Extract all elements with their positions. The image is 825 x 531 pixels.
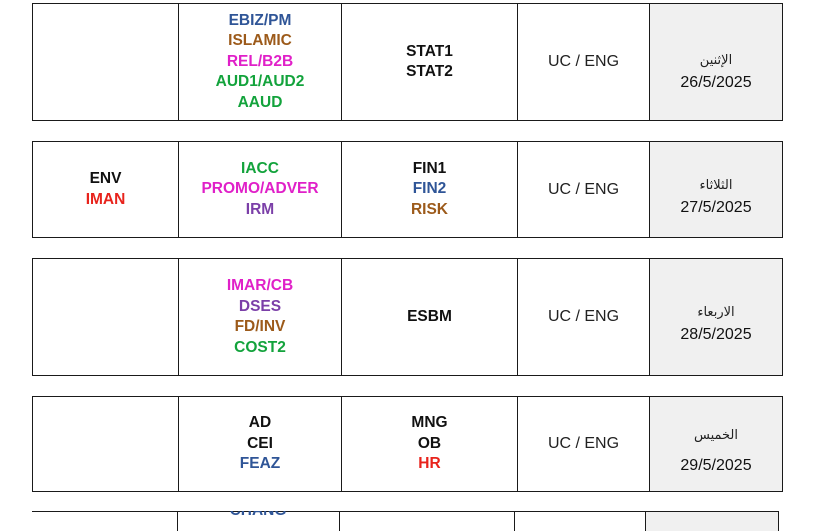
course-code: PROMO/ADVER xyxy=(201,180,319,198)
elective-courses-cell: AD CEI FEAZ xyxy=(178,396,342,492)
day-cell: الثلاثاء 27/5/2025 xyxy=(649,141,783,238)
language-cell: UC / ENG xyxy=(517,3,650,121)
course-code: COST2 xyxy=(234,338,286,356)
schedule-table-2: ENV IMAN IACC PROMO/ADVER IRM FIN1 FIN2 RISK … xyxy=(32,141,783,238)
column-divider xyxy=(645,511,646,531)
course-code: ENV xyxy=(89,170,122,187)
elective-courses-cell: IACC PROMO/ADVER IRM xyxy=(178,141,342,238)
course-code: IRM xyxy=(245,200,275,218)
course-code: FIN1 xyxy=(412,159,447,177)
language-label: UC / ENG xyxy=(547,53,620,70)
date-label: 28/5/2025 xyxy=(680,326,752,343)
course-code: IMAN xyxy=(85,190,126,208)
course-code: IMAR/CB xyxy=(226,277,294,294)
language-label: UC / ENG xyxy=(547,180,620,198)
core-courses-cell: FIN1 FIN2 RISK xyxy=(341,141,518,238)
extra-courses-cell xyxy=(32,258,179,376)
course-code: HR xyxy=(418,455,441,473)
language-label: UC / ENG xyxy=(547,308,620,325)
day-cell: الخميس 29/5/2025 xyxy=(649,396,783,492)
schedule-row-1: EBIZ/PM ISLAMIC REL/B2B AUD1/AUD2 AAUD STAT1… xyxy=(32,3,783,121)
extra-courses-cell xyxy=(32,396,179,492)
core-courses-cell: MNG OB HR xyxy=(341,396,518,492)
date-label: 29/5/2025 xyxy=(680,457,752,474)
schedule-table-4: AD CEI FEAZ MNG OB HR UC / ENG الخميس 29/5/2… xyxy=(32,396,783,492)
course-code: REL/B2B xyxy=(226,52,294,70)
elective-courses-cell: EBIZ/PM ISLAMIC REL/B2B AUD1/AUD2 AAUD xyxy=(178,3,342,121)
schedule-table-3: IMAR/CB DSES FD/INV COST2 ESBM UC / ENG الا… xyxy=(32,258,783,376)
row-top-border xyxy=(32,511,779,512)
language-cell: UC / ENG xyxy=(517,396,650,492)
day-cell: الإثنين 26/5/2025 xyxy=(649,3,783,121)
course-code: FEAZ xyxy=(239,455,281,473)
language-label: UC / ENG xyxy=(547,435,620,452)
schedule-table-1: EBIZ/PM ISLAMIC REL/B2B AUD1/AUD2 AAUD STAT1… xyxy=(32,3,783,121)
schedule-row-5-partial: CHANG xyxy=(32,511,779,531)
elective-course-partial: CHANG xyxy=(177,511,339,520)
column-divider xyxy=(778,511,779,531)
date-label: 26/5/2025 xyxy=(680,74,752,91)
date-label: 27/5/2025 xyxy=(680,198,752,216)
schedule-row-4: AD CEI FEAZ MNG OB HR UC / ENG الخميس 29/5/2… xyxy=(32,396,783,492)
course-code: FD/INV xyxy=(234,318,286,335)
course-code: STAT1 xyxy=(406,42,453,60)
course-code: DSES xyxy=(238,297,282,315)
course-code: CEI xyxy=(247,434,273,452)
course-code: EBIZ/PM xyxy=(228,11,292,29)
core-courses-cell: STAT1 STAT2 xyxy=(341,3,518,121)
core-courses-cell: ESBM xyxy=(341,258,518,376)
column-divider xyxy=(514,511,515,531)
course-code: AD xyxy=(248,414,272,432)
course-code: AAUD xyxy=(237,93,283,111)
course-code: RISK xyxy=(410,200,449,218)
day-cell-fill xyxy=(646,512,778,531)
schedule-row-2: ENV IMAN IACC PROMO/ADVER IRM FIN1 FIN2 RISK … xyxy=(32,141,783,238)
schedule-row-3: IMAR/CB DSES FD/INV COST2 ESBM UC / ENG الا… xyxy=(32,258,783,376)
course-code: OB xyxy=(417,434,442,452)
course-code: MNG xyxy=(411,414,448,432)
elective-courses-cell: IMAR/CB DSES FD/INV COST2 xyxy=(178,258,342,376)
language-cell: UC / ENG xyxy=(517,141,650,238)
language-cell: UC / ENG xyxy=(517,258,650,376)
day-name: الاربعاء xyxy=(697,304,735,319)
day-name: الثلاثاء xyxy=(699,176,733,192)
day-cell: الاربعاء 28/5/2025 xyxy=(649,258,783,376)
extra-courses-cell: ENV IMAN xyxy=(32,141,179,238)
day-name: الإثنين xyxy=(699,52,733,67)
course-code: ISLAMIC xyxy=(228,32,292,50)
course-code: ESBM xyxy=(407,307,452,325)
course-code: AUD1/AUD2 xyxy=(215,73,305,91)
course-code: IACC xyxy=(241,159,279,177)
column-divider xyxy=(339,511,340,531)
day-name: الخميس xyxy=(694,427,738,442)
course-code: FIN2 xyxy=(412,180,447,198)
course-code: STAT2 xyxy=(406,63,453,80)
extra-courses-cell xyxy=(32,3,179,121)
